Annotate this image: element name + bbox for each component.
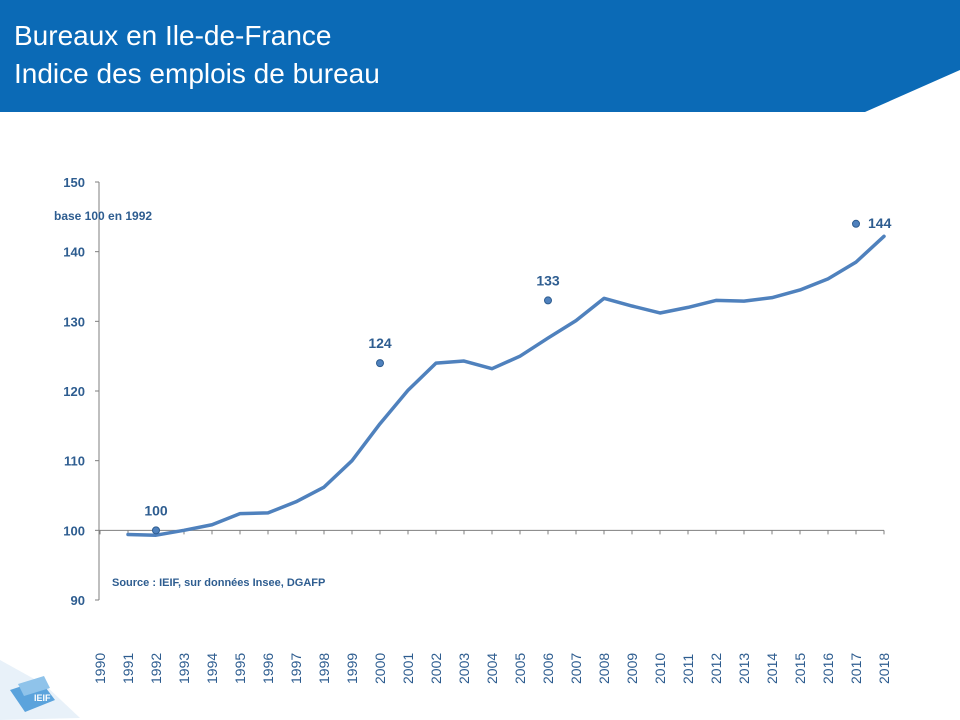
header-corner-cut [865,70,960,112]
x-tick-label: 2005 [512,653,528,684]
x-tick-label: 1999 [344,653,360,684]
page-subtitle: Indice des emplois de bureau [14,58,380,89]
base-note: base 100 en 1992 [54,209,152,223]
highlighted-points: 100 124 133 144 [144,215,892,535]
x-tick-label: 2018 [876,653,892,684]
y-tick-label: 130 [63,314,85,329]
data-point [152,526,160,535]
x-tick-label: 2001 [400,653,416,684]
data-label: 100 [144,502,168,518]
x-tick-label: 1991 [120,653,136,684]
x-tick-label: 2017 [848,653,864,684]
x-tick-label: 2015 [792,653,808,684]
source-note: Source : IEIF, sur données Insee, DGAFP [112,577,325,589]
y-tick-label: 150 [63,175,85,190]
y-axis-ticks: 90 100 110 120 130 140 150 [63,175,99,608]
data-point [852,219,860,228]
x-tick-label: 2006 [540,653,556,684]
x-tick-label: 1996 [260,653,276,684]
y-tick-label: 140 [63,245,85,260]
x-tick-label: 2014 [764,653,780,684]
x-tick-label: 2016 [820,653,836,684]
x-axis-ticks: 1990 1991 1992 1993 1994 1995 1996 1997 1998 1999… [92,530,892,684]
logo-text: IEIF [34,693,51,703]
data-label: 124 [368,335,392,351]
x-tick-label: 1992 [148,653,164,684]
x-tick-label: 1990 [92,653,108,684]
series-line [126,234,886,537]
x-tick-label: 2012 [708,653,724,684]
header-banner: Bureaux en Ile-de-France Indice des empl… [0,0,960,112]
x-tick-label: 2008 [596,653,612,684]
chart-axes [98,182,884,600]
y-tick-label: 100 [63,523,85,538]
x-tick-label: 2003 [456,653,472,684]
y-tick-label: 110 [64,454,85,469]
series-group [126,234,886,537]
ieif-logo-icon: IEIF [0,660,80,720]
x-tick-label: 1998 [316,653,332,684]
x-tick-label: 2009 [624,653,640,684]
x-tick-label: 1993 [176,653,192,684]
data-label: 144 [868,215,892,231]
y-tick-label: 90 [71,593,85,608]
data-point [376,359,384,368]
x-tick-label: 2004 [484,653,500,684]
x-tick-label: 1994 [204,653,220,684]
x-tick-label: 2002 [428,653,444,684]
x-tick-label: 1995 [232,653,248,684]
data-point [544,296,552,305]
x-tick-label: 2010 [652,653,668,684]
y-tick-label: 120 [63,384,85,399]
page-title: Bureaux en Ile-de-France [14,20,332,51]
x-tick-label: 2000 [372,653,388,684]
x-tick-label: 2011 [680,654,696,684]
x-tick-label: 1997 [288,653,304,684]
x-tick-label: 2007 [568,653,584,684]
data-label: 133 [536,272,560,288]
x-tick-label: 2013 [736,653,752,684]
